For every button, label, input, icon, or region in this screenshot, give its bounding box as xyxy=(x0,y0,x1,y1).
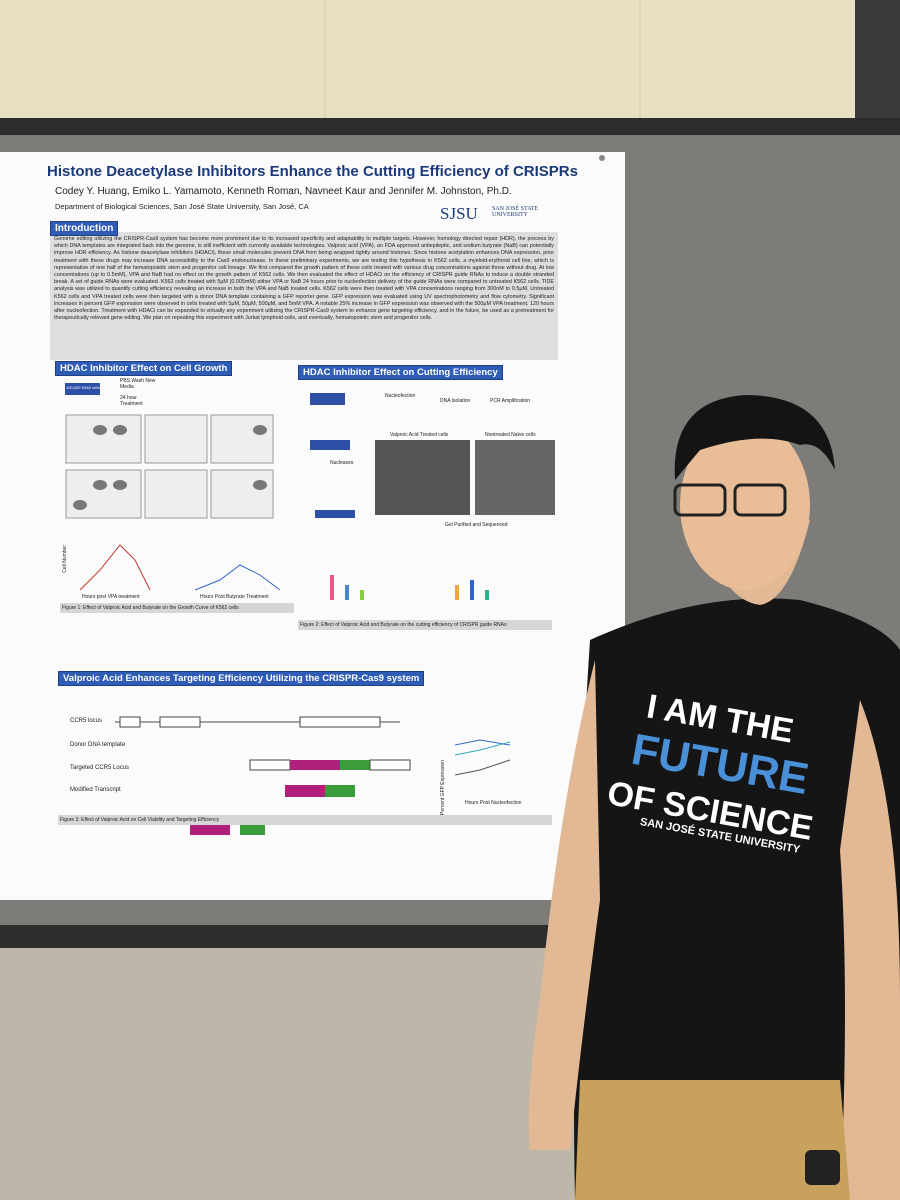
cell-box xyxy=(65,383,100,395)
growth-curve xyxy=(194,564,281,591)
step-label: PBS Wash New Media xyxy=(120,378,156,390)
wells xyxy=(73,425,267,510)
x-axis-label: Hours Post Nucleofection xyxy=(465,800,522,806)
x-axis-label: Hours Post Butyrate Treatment xyxy=(200,594,269,600)
step-label: DNA Isolation xyxy=(440,398,471,404)
growth-curve xyxy=(79,544,151,591)
wall-frame xyxy=(855,0,900,125)
figure-caption: Figure 3: Effect of Valproic Acid on Cel… xyxy=(58,815,552,825)
step-label: PCR Amplification xyxy=(490,398,531,404)
intro-box xyxy=(50,232,558,360)
y-axis-label: Percent GFP Expression xyxy=(440,760,446,815)
gfp-sketch xyxy=(454,739,511,776)
x-axis-label: Hours post VPA treatment xyxy=(82,594,140,600)
logo-name: SAN JOSÉ STATE UNIVERSITY xyxy=(492,206,539,218)
row-label: Modified Transcript xyxy=(70,787,121,793)
pin xyxy=(599,155,605,161)
plates xyxy=(65,414,274,519)
figure-caption: Figure 1: Effect of Valproic Acid and Bu… xyxy=(60,603,294,613)
gel xyxy=(375,440,470,515)
row-label: Donor DNA template xyxy=(70,742,126,748)
figure-caption: Figure 2: Effect of Valproic Acid and Bu… xyxy=(298,620,552,630)
row-label: CCR5 locus xyxy=(70,718,103,724)
gel-label: Nontreated Naïve cells xyxy=(485,432,536,438)
logo-mark: SJSU xyxy=(440,204,478,223)
intro-text: Genome editing utilizing the CRISPR-Cas9… xyxy=(54,236,554,322)
step-label: Nucleofection xyxy=(385,393,416,399)
gel xyxy=(475,440,555,515)
poster-title: Histone Deacetylase Inhibitors Enhance t… xyxy=(47,163,578,180)
section-heading: HDAC Inhibitor Effect on Cell Growth xyxy=(55,361,233,376)
gel-label: Valproic Acid Treated cells xyxy=(390,432,449,438)
diagram-label: Nucleases xyxy=(330,460,354,466)
department: Department of Biological Sciences, San J… xyxy=(55,202,309,211)
gel-label: Gel Purified and Sequenced xyxy=(445,522,508,528)
bar-sketch xyxy=(330,575,489,600)
dna-diagram xyxy=(310,440,350,450)
section-heading: HDAC Inhibitor Effect on Cutting Efficie… xyxy=(298,365,503,380)
cell-box xyxy=(310,393,345,405)
section-heading: Introduction xyxy=(50,221,119,236)
authors: Codey Y. Huang, Emiko L. Yamamoto, Kenne… xyxy=(55,186,512,197)
treatment-label: 24 hour Treatment xyxy=(120,395,143,407)
y-axis-label: Cell Number xyxy=(62,545,68,573)
row-label: Targeted CCR5 Locus xyxy=(70,765,130,771)
dna-diagram xyxy=(315,510,355,518)
locus-diagram xyxy=(115,716,411,835)
section-heading: Valproic Acid Enhances Targeting Efficie… xyxy=(58,671,425,686)
cells-label: 100,000 K562 cells xyxy=(66,385,101,390)
wall xyxy=(0,0,900,130)
person xyxy=(528,395,900,1200)
